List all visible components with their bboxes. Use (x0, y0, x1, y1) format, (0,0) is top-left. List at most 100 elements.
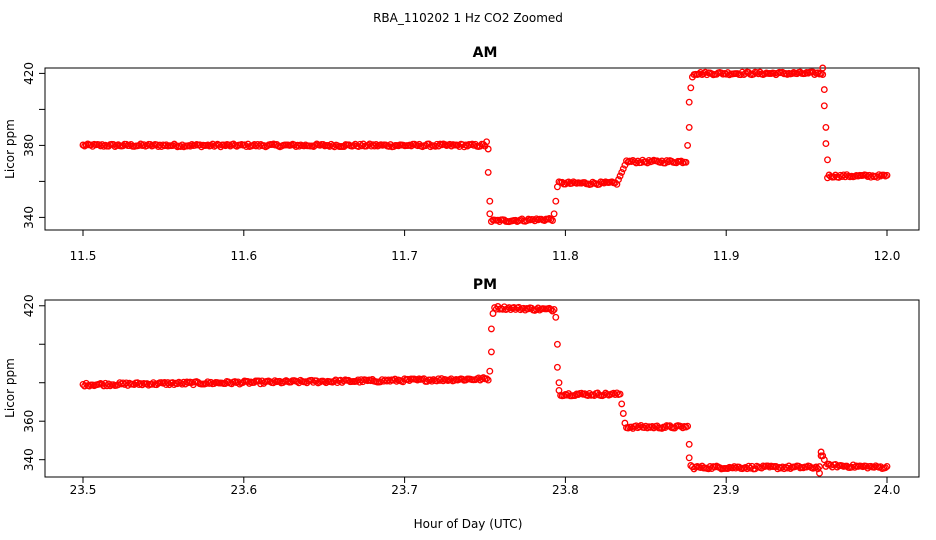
panel-am-transition-point (687, 84, 695, 92)
panel-pm-data-point (613, 389, 621, 397)
panel-pm-data-point (635, 423, 643, 431)
panel-am-data-point (645, 156, 653, 164)
panel-pm-data-point (137, 380, 145, 388)
panel-am-transition-point (618, 168, 626, 176)
panel-pm-data-point (549, 307, 556, 315)
panel-am-data-point (682, 158, 690, 166)
panel-am-transition-point (685, 123, 693, 131)
panel-pm-data-point (742, 463, 749, 471)
panel-am-data-point (695, 70, 703, 78)
panel-am-transition-point (619, 165, 627, 173)
panel-am-data-point (260, 142, 268, 150)
panel-am-data-point (754, 70, 762, 78)
panel-pm-data-point (436, 376, 444, 384)
panel-pm-data-point (385, 376, 392, 384)
panel-am-data-point (371, 142, 378, 150)
panel-am-data-point (122, 140, 130, 148)
panel-am-data-point (811, 71, 819, 78)
panel-am-transition-point (822, 123, 830, 131)
panel-pm-transition-point (553, 363, 561, 371)
panel-pm-data-point (724, 465, 732, 473)
panel-pm-transition-point (553, 340, 561, 348)
panel-am-transition-point (484, 168, 492, 176)
panel-am-transition-point (688, 73, 696, 81)
panel-pm-transition-point (621, 419, 629, 427)
panel-pm: PM Licor ppm 23.5 23.6 23.7 23.8 23.9 24.0 34… (3, 277, 920, 497)
panel-am-data-point (255, 142, 263, 150)
panel-am-data-point (364, 141, 372, 149)
y-tick-label: 420 (22, 294, 36, 317)
panel-am-transition-point (552, 197, 560, 205)
panel-am-data-point (172, 142, 180, 150)
panel-pm-data-point (862, 462, 870, 470)
panel-pm-data-point (520, 304, 528, 312)
panel-pm-data-point (616, 390, 624, 398)
panel-pm-data-point (180, 378, 188, 386)
panel-am-data-point (222, 142, 229, 150)
panel-pm-transition-point (489, 310, 497, 317)
y-tick-label: 360 (22, 410, 36, 433)
panel-am-y-axis: 340 380 420 (22, 62, 46, 229)
x-tick-label: 23.9 (713, 483, 740, 497)
panel-pm-data-point (428, 377, 436, 385)
panel-am-transition-point (824, 156, 831, 164)
x-tick-label: 11.9 (713, 249, 740, 263)
panel-am-transition-point (820, 86, 828, 94)
panel-pm-y-axis-label: Licor ppm (3, 358, 17, 418)
panel-am-data-point (156, 141, 164, 149)
panel-am-data-point (864, 173, 872, 180)
panel-pm-data-point (812, 463, 820, 471)
panel-am-data-point (494, 216, 502, 224)
x-tick-label: 23.5 (70, 483, 97, 497)
panel-pm-title: PM (473, 277, 497, 293)
panel-am-transition-point (553, 183, 561, 191)
y-tick-label: 340 (22, 206, 36, 229)
panel-pm-data-point (716, 464, 724, 472)
panel-pm-data-point (870, 463, 878, 471)
x-tick-label: 23.7 (391, 483, 418, 497)
panel-am-data-point (632, 159, 640, 167)
panel-pm-transition-point (555, 386, 563, 394)
panel-pm-data-point (393, 377, 401, 385)
panel-pm-data-point (207, 378, 215, 386)
panel-am-data-point (385, 142, 393, 150)
x-tick-label: 11.5 (70, 249, 97, 263)
panel-pm-data-point (85, 382, 93, 390)
panel-pm-data-point (533, 306, 540, 313)
panel-am-data-point (331, 143, 338, 151)
panel-am-transition-point (684, 141, 692, 149)
panel-pm-transition-point (685, 454, 693, 462)
panel-am-data-point (186, 142, 194, 150)
panel-am-data-point (549, 217, 556, 224)
panel-pm-data-point (309, 378, 317, 386)
panel-am-data-point (634, 157, 642, 165)
panel-pm-data-point (746, 464, 754, 472)
panel-am-data-point (146, 141, 154, 148)
panel-pm-transition-point (487, 348, 495, 356)
panel-pm-transition-point (685, 440, 693, 448)
panel-am-transition-point (819, 64, 827, 72)
panel-am-data-point (215, 141, 223, 149)
panel-am-data-point (207, 141, 215, 149)
panel-pm-transition-point (817, 448, 825, 456)
panel-pm-data-point (404, 375, 412, 383)
panel-am-transition-point (616, 172, 624, 180)
panel-pm-data-point (330, 377, 338, 385)
panel-am-transition-point (484, 145, 492, 153)
panel-am-data-point (140, 141, 148, 149)
panel-pm-data-point (677, 423, 685, 430)
panel-pm-data-point (173, 380, 181, 388)
panel-pm-transition-point (619, 410, 627, 417)
panel-am-data-point (87, 141, 95, 149)
panel-pm-data-point (439, 377, 447, 385)
panel-am-transition-point (685, 98, 693, 106)
panel-am-data-point (663, 157, 671, 165)
panel-am-data-point (875, 171, 883, 179)
panel-pm-y-axis: 340 360 420 (22, 294, 46, 471)
panel-pm-data-point (510, 304, 518, 311)
panel-am-data-point (433, 140, 441, 148)
panel-am-x-axis: 11.5 11.6 11.7 11.8 11.9 12.0 (70, 229, 900, 263)
panel-pm-transition-point (486, 367, 494, 375)
panel-pm-data-point (640, 424, 648, 432)
